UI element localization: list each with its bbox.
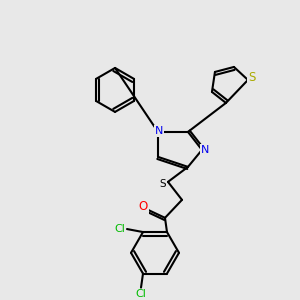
Text: N: N (155, 126, 163, 136)
Text: N: N (201, 145, 209, 155)
Text: N: N (201, 145, 209, 155)
Text: Cl: Cl (115, 224, 125, 234)
Text: Cl: Cl (136, 289, 146, 298)
Text: S: S (248, 71, 256, 84)
Text: N: N (155, 126, 163, 136)
Text: S: S (160, 179, 166, 189)
Text: O: O (138, 200, 148, 213)
